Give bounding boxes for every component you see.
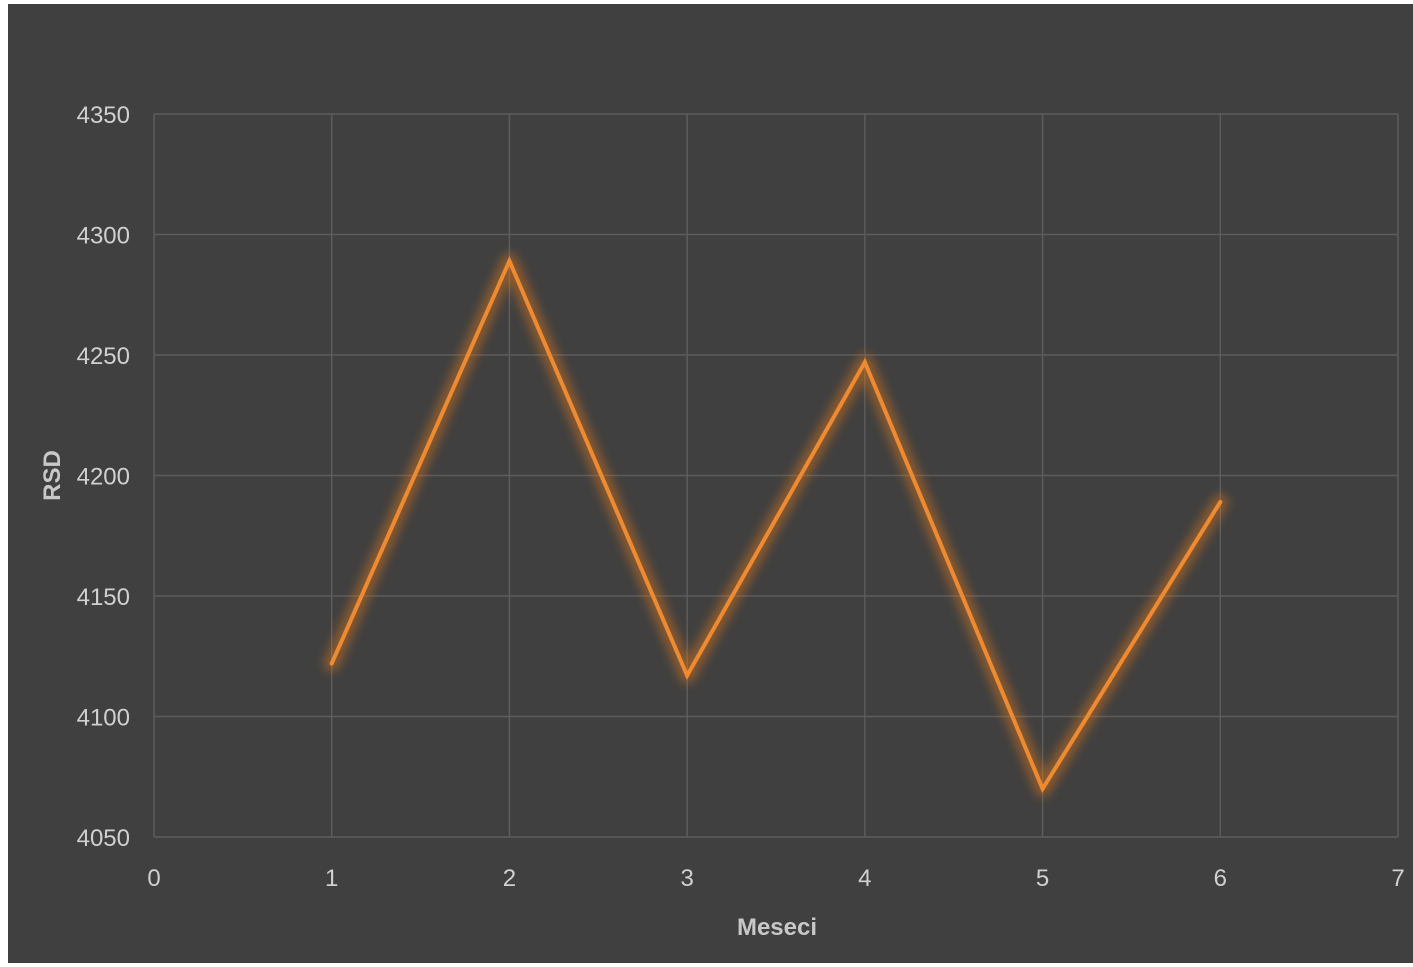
y-tick-label: 4350: [77, 102, 130, 129]
x-axis-tick-labels: 0 1 2 3 4 5 6 7: [147, 865, 1404, 892]
data-point: [1040, 786, 1045, 791]
x-tick-label: 1: [325, 865, 338, 892]
x-tick-label: 5: [1036, 865, 1049, 892]
y-axis-title: RSD: [39, 450, 66, 501]
y-tick-label: 4100: [77, 705, 130, 732]
series-line: [329, 255, 1223, 794]
y-tick-label: 4200: [77, 464, 130, 491]
y-tick-label: 4150: [77, 584, 130, 611]
line-chart: 4050 4100 4150 4200 4250 4300 4350 0 1 2 3 4 5 6 7 Me…: [39, 102, 1405, 941]
series-glow: [323, 253, 1229, 797]
x-tick-label: 4: [858, 865, 871, 892]
y-tick-label: 4250: [77, 343, 130, 370]
x-tick-label: 3: [680, 865, 693, 892]
chart-frame: 4050 4100 4150 4200 4250 4300 4350 0 1 2 3 4 5 6 7 Me…: [8, 4, 1413, 963]
y-axis-tick-labels: 4050 4100 4150 4200 4250 4300 4350: [77, 102, 130, 852]
grid: [153, 113, 1399, 838]
data-point: [862, 360, 867, 365]
x-tick-label: 0: [147, 865, 160, 892]
y-tick-label: 4050: [77, 825, 130, 852]
data-point: [1218, 500, 1223, 505]
x-tick-label: 6: [1214, 865, 1227, 892]
x-tick-label: 7: [1391, 865, 1404, 892]
y-tick-label: 4300: [77, 223, 130, 250]
series-layer: [323, 253, 1229, 797]
data-point: [685, 673, 690, 678]
data-point: [329, 661, 334, 666]
x-tick-label: 2: [503, 865, 516, 892]
x-axis-title: Meseci: [737, 914, 817, 941]
data-point: [507, 259, 512, 264]
